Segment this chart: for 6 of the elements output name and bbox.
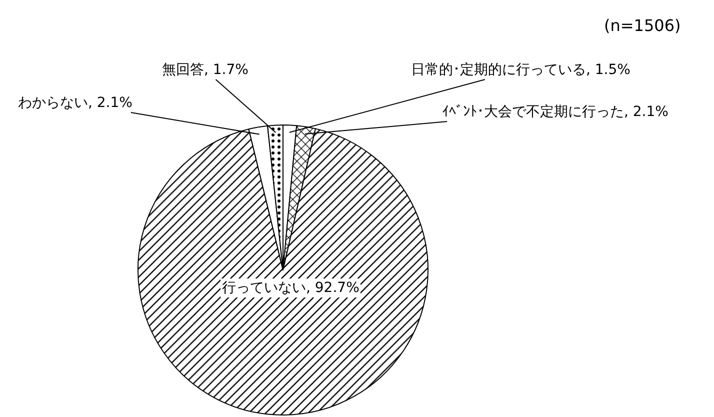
slice-label: 日常的･定期的に行っている, 1.5% xyxy=(411,62,630,78)
slice-label: 行っていない, 92.7% xyxy=(222,280,360,296)
slice-label: ｲﾍﾞﾝﾄ･大会で不定期に行った, 2.1% xyxy=(442,104,668,120)
slice-label: わからない, 2.1% xyxy=(18,95,132,111)
slice-label: 無回答, 1.7% xyxy=(162,62,248,78)
text: (n=1506) xyxy=(604,16,681,35)
